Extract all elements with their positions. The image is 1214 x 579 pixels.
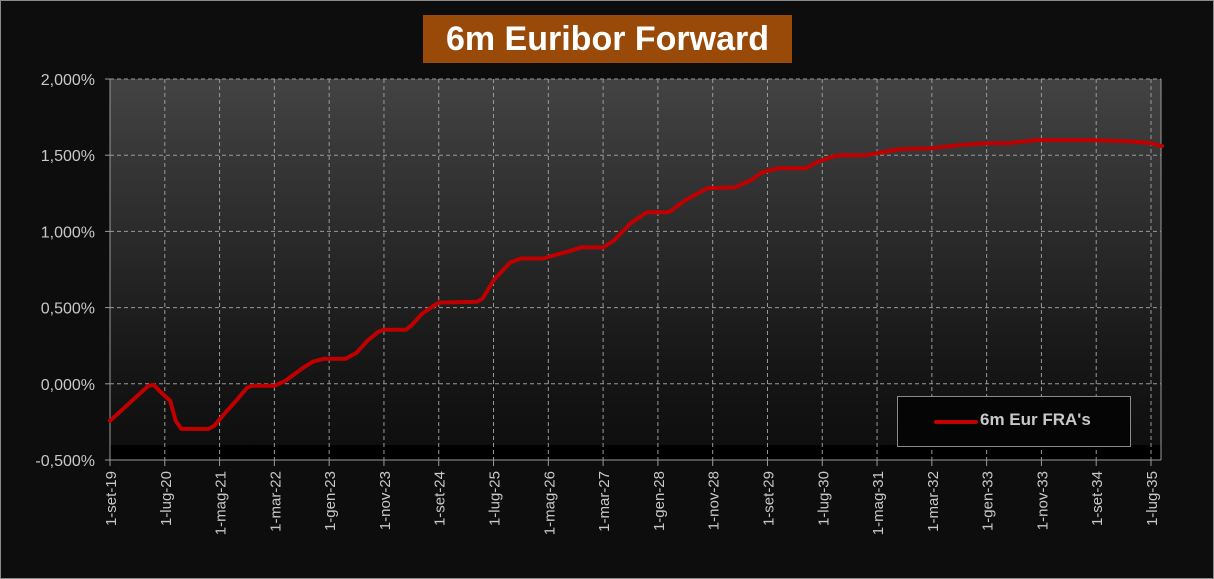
- x-tick-label: 1-nov-33: [1034, 471, 1051, 530]
- x-tick-label: 1-lug-35: [1144, 471, 1161, 526]
- chart-title: 6m Euribor Forward: [423, 15, 792, 63]
- x-tick-label: 1-set-24: [432, 471, 449, 526]
- x-tick-label: 1-mar-22: [267, 471, 284, 532]
- x-tick-label: 1-lug-20: [158, 471, 175, 526]
- x-tick-label: 1-set-29: [760, 471, 777, 526]
- y-tick-label: -0,500%: [35, 453, 95, 470]
- x-tick-label: 1-mag-26: [541, 471, 558, 535]
- y-tick-label: 0,000%: [41, 377, 95, 394]
- x-tick-label: 1-gen-23: [322, 471, 339, 531]
- x-tick-label: 1-set-34: [1089, 471, 1106, 526]
- y-tick-label: 1,500%: [41, 148, 95, 165]
- x-tick-label: 1-mag-21: [213, 471, 230, 535]
- x-tick-label: 1-mar-32: [925, 471, 942, 532]
- legend: 6m Eur FRA's: [897, 396, 1131, 447]
- x-tick-label: 1-mag-31: [870, 471, 887, 535]
- y-tick-label: 2,000%: [41, 72, 95, 89]
- y-tick-label: 0,500%: [41, 301, 95, 318]
- series-line-6m-eur-fra: [108, 138, 1164, 431]
- x-tick-label: 1-gen-33: [980, 471, 997, 531]
- x-tick-label: 1-lug-25: [487, 471, 504, 526]
- x-tick-label: 1-nov-23: [377, 471, 394, 530]
- x-tick-label: 1-nov-28: [706, 471, 723, 530]
- legend-swatch: [934, 420, 978, 424]
- legend-label: 6m Eur FRA's: [980, 410, 1091, 429]
- x-tick-label: 1-lug-30: [815, 471, 832, 526]
- x-tick-label: 1-gen-28: [651, 471, 668, 531]
- x-tick-label: 1-set-19: [103, 471, 120, 526]
- x-tick-label: 1-mar-27: [596, 471, 613, 532]
- y-tick-label: 1,000%: [41, 224, 95, 241]
